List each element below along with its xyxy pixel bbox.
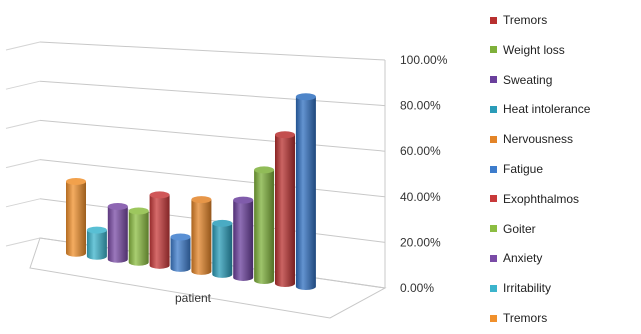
tick-layer: 0.00% 20.00% 40.00% 60.00% 80.00% 100.00% — [400, 53, 448, 295]
y-tick-label: 0.00% — [400, 281, 434, 295]
legend-swatch — [490, 46, 497, 53]
gridline — [40, 81, 385, 105]
legend-label: Fatigue — [503, 162, 543, 176]
legend-item: Heat intolerance — [490, 101, 590, 117]
legend-item: Irritability — [490, 280, 551, 296]
bar — [87, 227, 107, 260]
bar — [296, 93, 316, 290]
legend-swatch — [490, 17, 497, 24]
legend-label: Goiter — [503, 222, 536, 236]
category-label: patient — [175, 291, 212, 305]
legend-label: Tremors — [503, 13, 547, 27]
side-gridline — [6, 81, 40, 89]
legend-label: Sweating — [503, 73, 552, 87]
legend-item: Weight loss — [490, 42, 565, 58]
legend-label: Exophthalmos — [503, 192, 579, 206]
legend-item: Tremors — [490, 12, 547, 28]
legend-swatch — [490, 285, 497, 292]
y-tick-label: 60.00% — [400, 144, 441, 158]
bar — [275, 131, 295, 287]
legend-item: Nervousness — [490, 131, 573, 147]
bar — [66, 178, 86, 257]
legend-label: Anxiety — [503, 251, 542, 265]
legend-swatch — [490, 166, 497, 173]
bar — [171, 234, 191, 272]
legend-label: Irritability — [503, 281, 551, 295]
y-tick-label: 20.00% — [400, 235, 441, 249]
side-gridline — [6, 42, 40, 50]
bar — [129, 208, 149, 266]
legend-swatch — [490, 106, 497, 113]
side-gridline — [6, 199, 40, 207]
bar — [108, 203, 128, 263]
legend-label: Heat intolerance — [503, 102, 590, 116]
legend-label: Nervousness — [503, 132, 573, 146]
gridline — [40, 42, 385, 60]
gridline — [40, 160, 385, 197]
legend-item: Anxiety — [490, 250, 542, 266]
legend-swatch — [490, 255, 497, 262]
y-tick-label: 100.00% — [400, 53, 448, 67]
legend-swatch — [490, 315, 497, 322]
legend-item: Sweating — [490, 72, 552, 88]
grid-layer — [6, 42, 385, 318]
legend-item: Exophthalmos — [490, 191, 579, 207]
legend-label: Weight loss — [503, 43, 565, 57]
side-gridline — [6, 238, 40, 246]
gridline — [40, 120, 385, 151]
legend-item: Goiter — [490, 221, 536, 237]
side-gridline — [6, 160, 40, 168]
bar — [254, 166, 274, 284]
side-gridline — [6, 120, 40, 128]
legend-swatch — [490, 76, 497, 83]
legend-label: Tremors — [503, 311, 547, 325]
legend-item: Tremors — [490, 310, 547, 326]
bar — [150, 191, 170, 268]
legend-swatch — [490, 195, 497, 202]
legend-item: Fatigue — [490, 161, 543, 177]
y-tick-label: 80.00% — [400, 99, 441, 113]
legend-swatch — [490, 225, 497, 232]
legend-swatch — [490, 136, 497, 143]
bar — [233, 197, 253, 281]
y-tick-label: 40.00% — [400, 190, 441, 204]
bar — [212, 220, 232, 278]
bar-layer — [66, 93, 316, 290]
bar — [191, 196, 211, 275]
